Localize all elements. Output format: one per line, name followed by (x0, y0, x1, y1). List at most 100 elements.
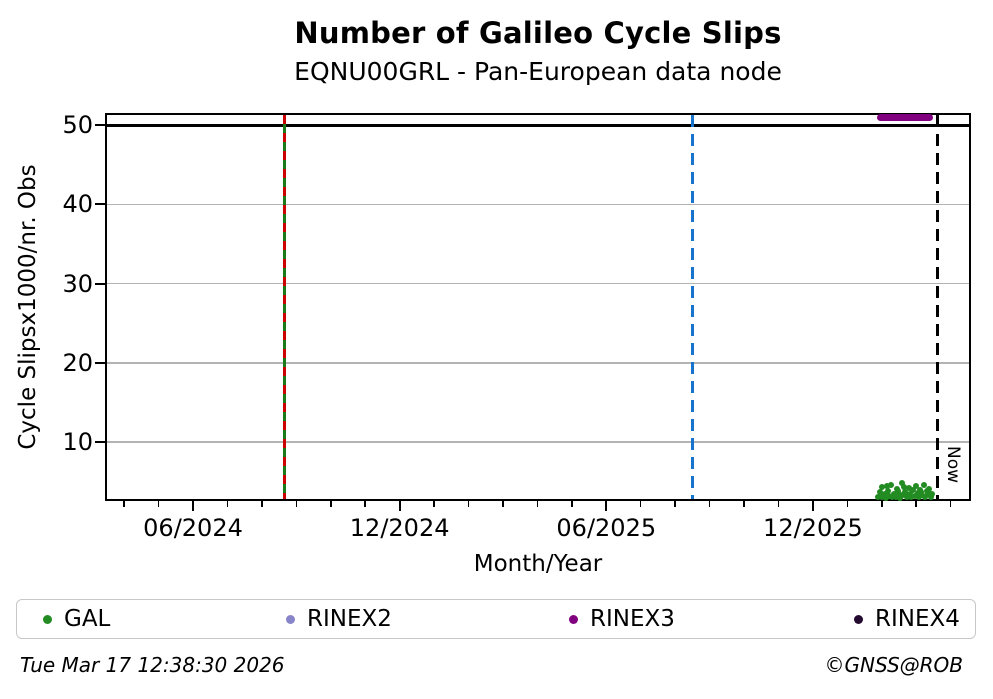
y-tick (95, 282, 105, 285)
series-gal-point (920, 481, 927, 488)
series-gal-point (878, 494, 885, 501)
x-tick-label: 12/2024 (349, 514, 450, 542)
series-gal-point (909, 487, 916, 494)
series-gal-point (898, 480, 905, 487)
series-gal-point (907, 490, 914, 497)
y-tick-label: 50 (62, 111, 93, 139)
x-minor-tick (502, 501, 504, 507)
series-gal-point (884, 488, 891, 495)
vline-blue (690, 115, 694, 499)
series-gal-point (879, 484, 886, 491)
series-gal-point (888, 481, 895, 488)
x-minor-tick (536, 501, 539, 507)
legend-label-rinex2: RINEX2 (307, 606, 392, 632)
y-tick (95, 441, 105, 443)
series-gal-point (913, 483, 920, 490)
series-gal-point (928, 490, 935, 497)
threshold-line (107, 123, 969, 127)
series-gal-point (891, 490, 898, 497)
legend-item-rinex4: RINEX4 (854, 600, 960, 638)
rinex4-marker-icon (854, 614, 863, 624)
series-gal-point (875, 493, 882, 500)
y-tick (95, 203, 105, 206)
x-tick (811, 501, 814, 511)
x-minor-tick (433, 501, 435, 507)
x-axis-label: Month/Year (473, 551, 603, 577)
gal-marker-icon (43, 614, 52, 624)
timestamp-text: Tue Mar 17 12:38:30 2026 (20, 653, 285, 677)
chart-subtitle: EQNU00GRL - Pan-European data node (294, 57, 782, 86)
vline-now (936, 115, 940, 499)
series-rinex3-band (876, 114, 934, 122)
x-minor-tick (777, 501, 780, 507)
series-gal-point (914, 489, 921, 496)
series-gal-point (922, 493, 929, 500)
x-minor-tick (949, 501, 952, 507)
series-gal-point (877, 488, 884, 495)
series-gal-point (915, 494, 922, 501)
rinex2-marker-icon (286, 614, 295, 624)
y-tick-label: 30 (62, 269, 93, 298)
rinex3-marker-icon (569, 614, 578, 624)
series-gal-point (927, 494, 934, 501)
series-gal-point (896, 491, 903, 498)
gridline (107, 441, 969, 443)
x-tick-label: 06/2025 (556, 514, 657, 542)
x-minor-tick (157, 501, 160, 507)
x-tick (398, 501, 401, 511)
series-gal-point (908, 493, 915, 500)
series-gal-point (883, 483, 890, 490)
x-minor-tick (743, 501, 745, 507)
x-tick (192, 501, 194, 511)
series-gal-point (895, 488, 902, 495)
x-minor-tick (123, 501, 125, 507)
series-gal-point (882, 495, 889, 502)
series-gal-point (903, 494, 910, 501)
legend-item-gal: GAL (43, 600, 110, 638)
copyright-text: ©GNSS@ROB (824, 653, 964, 677)
x-minor-tick (708, 501, 711, 507)
x-minor-tick (364, 501, 366, 507)
series-gal-point (926, 485, 933, 492)
y-tick (95, 124, 105, 126)
chart-title: Number of Galileo Cycle Slips (294, 16, 782, 50)
x-tick-label: 12/2025 (763, 514, 863, 542)
x-minor-tick (330, 501, 332, 507)
legend-label-rinex3: RINEX3 (590, 606, 675, 632)
x-minor-tick (571, 501, 573, 507)
y-tick-label: 20 (62, 348, 93, 377)
now-annotation: Now (943, 446, 963, 484)
vline-green-red (283, 115, 287, 499)
x-minor-tick (295, 501, 298, 507)
series-gal-point (892, 493, 899, 500)
x-minor-tick (226, 501, 229, 507)
x-minor-tick (467, 501, 470, 507)
series-gal-point (881, 491, 888, 498)
gridline (107, 362, 969, 364)
gridline (107, 282, 969, 285)
y-tick-label: 40 (62, 190, 93, 219)
series-gal-point (889, 494, 896, 501)
series-gal-point (911, 492, 918, 499)
legend-label-rinex4: RINEX4 (875, 606, 960, 632)
series-gal-point (905, 484, 912, 491)
x-tick (605, 501, 608, 511)
legend-item-rinex2: RINEX2 (286, 600, 392, 638)
series-gal-point (897, 495, 904, 502)
y-tick-label: 10 (62, 428, 93, 456)
y-tick (95, 361, 105, 364)
plot-area (105, 113, 971, 502)
x-minor-tick (846, 501, 849, 507)
x-minor-tick (639, 501, 642, 507)
gridline (107, 203, 969, 205)
series-gal-point (918, 488, 925, 495)
legend-label-gal: GAL (64, 606, 111, 632)
series-gal-point (900, 492, 907, 499)
x-minor-tick (261, 501, 263, 507)
series-gal-point (924, 491, 931, 498)
x-minor-tick (881, 501, 883, 507)
x-tick-label: 06/2024 (143, 514, 243, 542)
series-gal-point (901, 484, 908, 491)
legend-box: GAL RINEX2 RINEX3 RINEX4 (16, 599, 976, 639)
